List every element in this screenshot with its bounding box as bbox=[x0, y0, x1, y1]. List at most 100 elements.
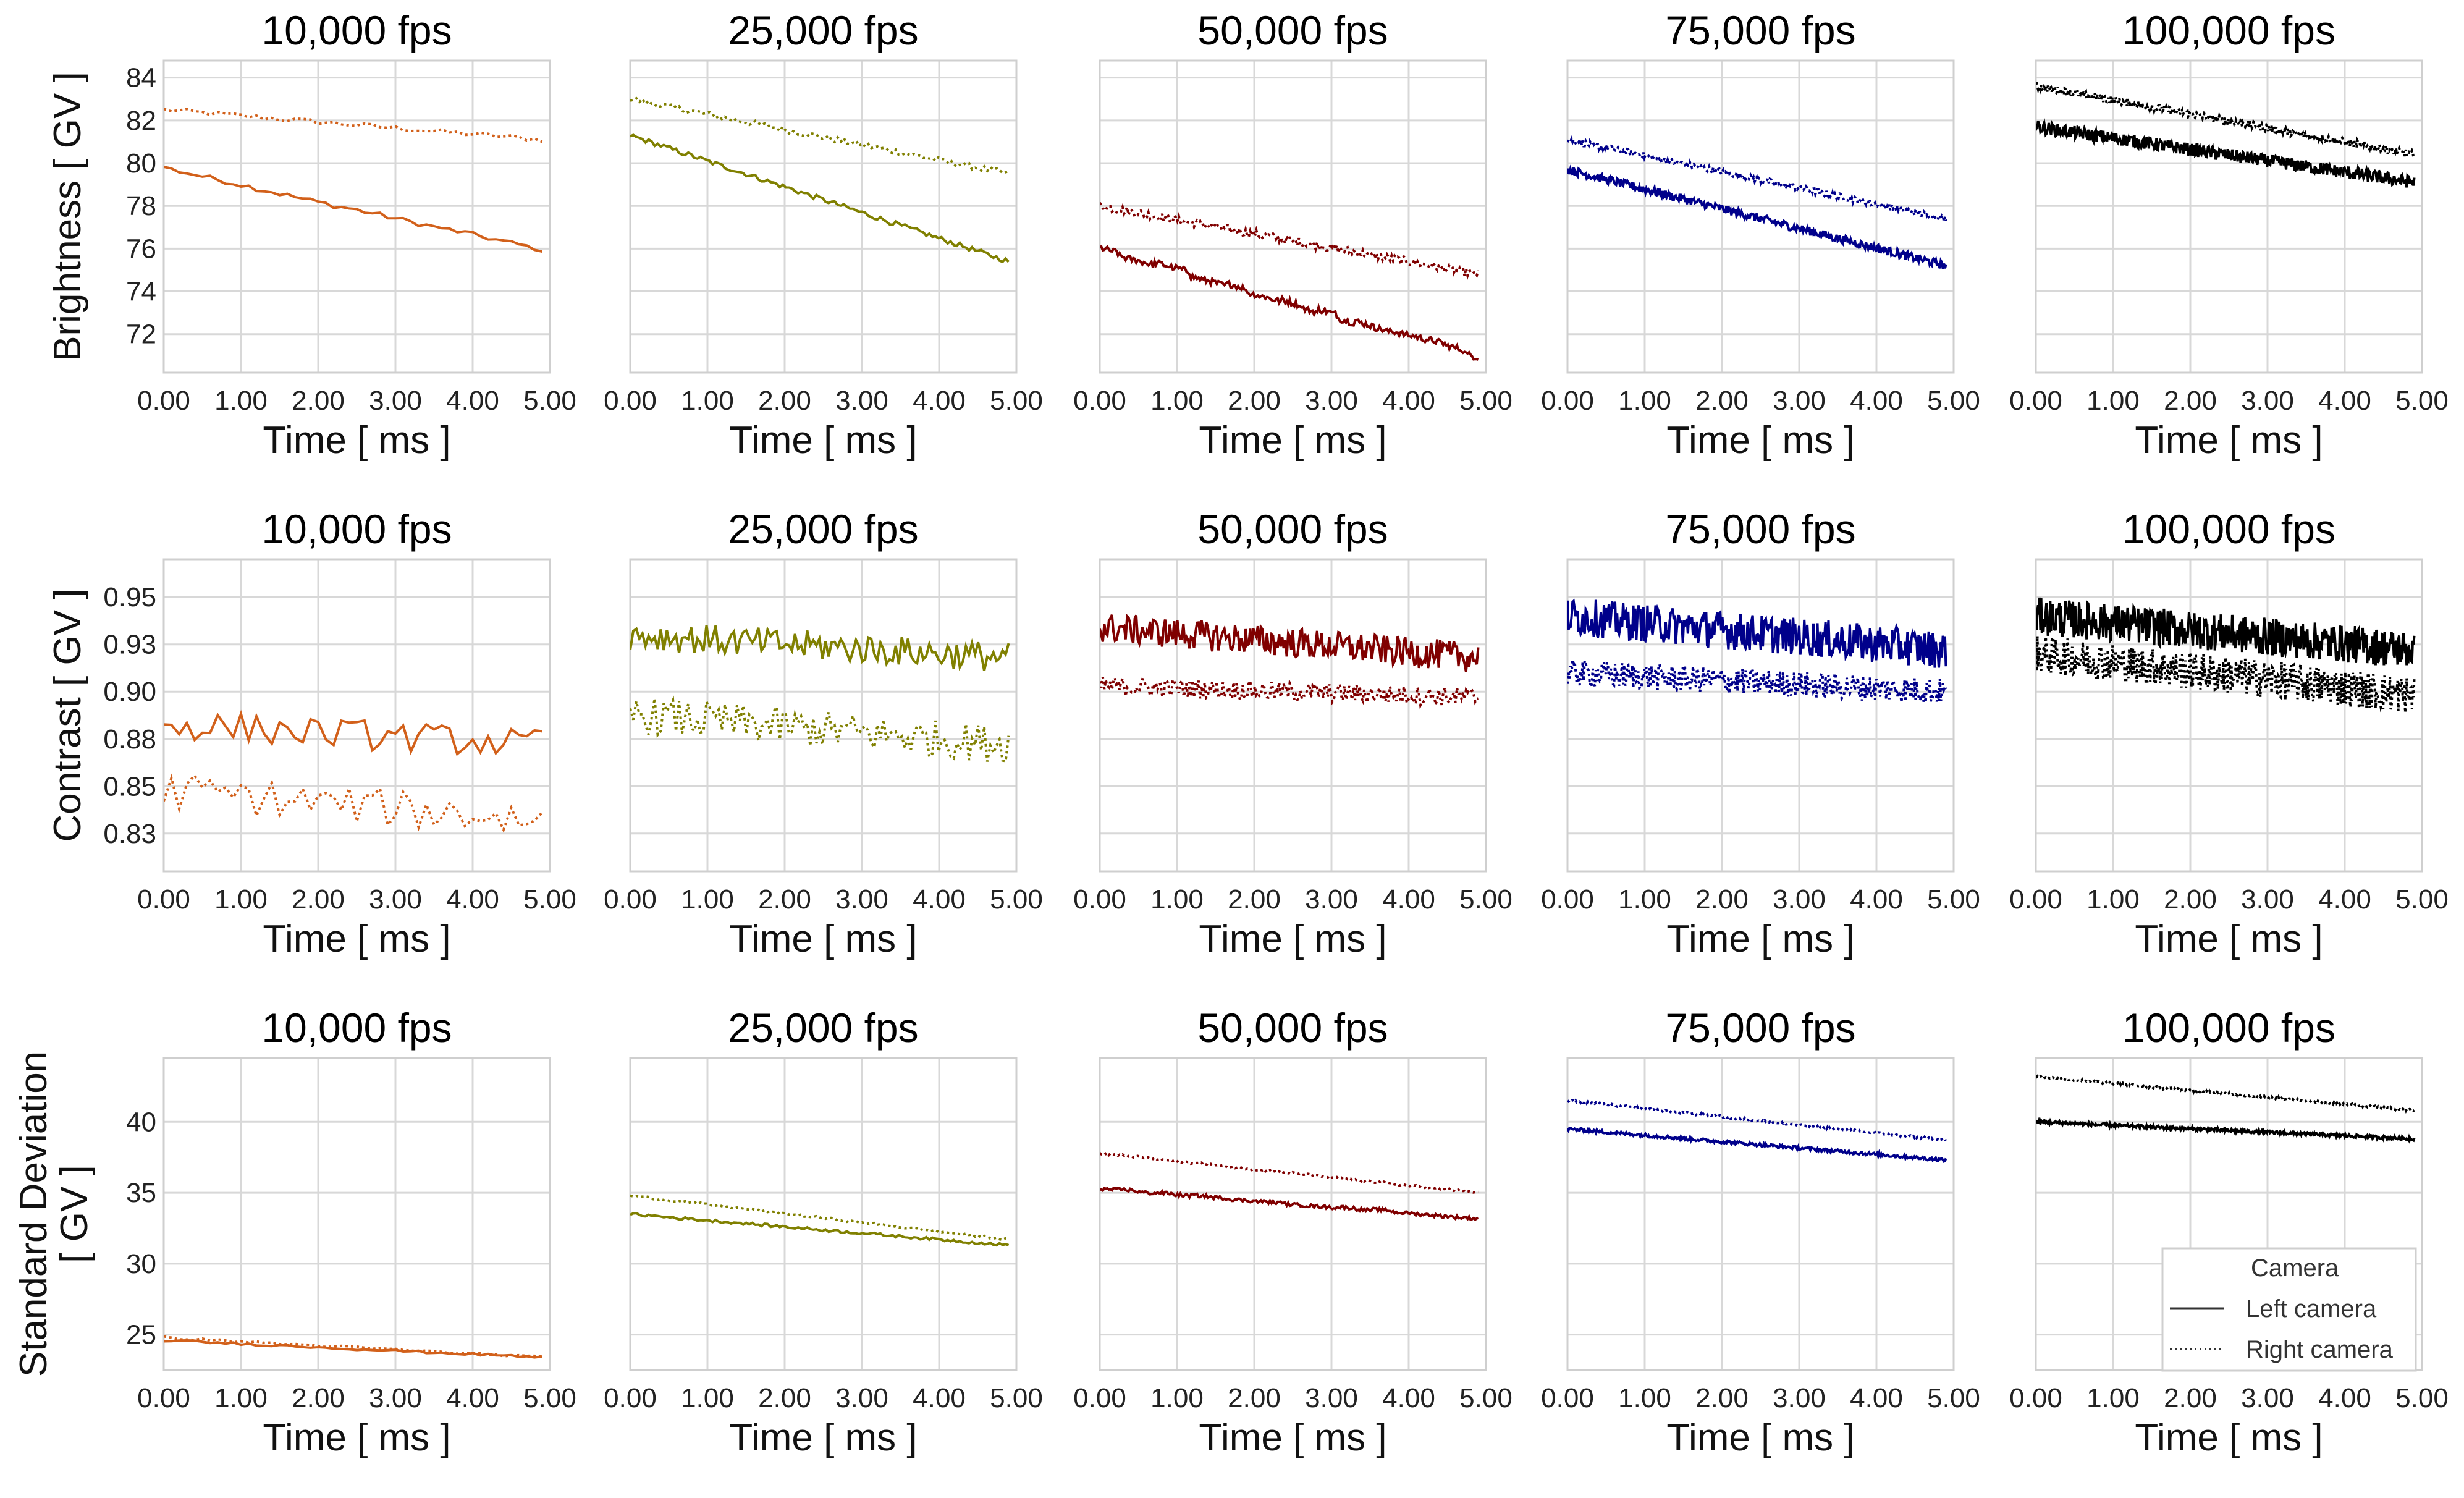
x-tick-label: 4.00 bbox=[913, 1383, 966, 1413]
subplot-r1-c1: 10,000 fps 72 74 76 78 80 82 84 0.00 1.00 2.00 3.00… bbox=[126, 7, 576, 462]
x-tick-label: 0.00 bbox=[1541, 884, 1594, 915]
y-tick-label: 80 bbox=[126, 148, 156, 179]
legend-entry-label: Right camera bbox=[2246, 1336, 2394, 1363]
x-axis-label: Time [ ms ] bbox=[263, 1416, 450, 1459]
left-camera-line bbox=[630, 1212, 1010, 1247]
x-tick-label: 2.00 bbox=[758, 1383, 811, 1413]
left-camera-line bbox=[1100, 1187, 1479, 1222]
x-axis-label: Time [ ms ] bbox=[1666, 419, 1854, 462]
plot-frame bbox=[1566, 558, 1955, 873]
x-tick-label: 3.00 bbox=[835, 386, 888, 416]
y-axis-label: Standard Deviation[ GV ] bbox=[12, 1051, 96, 1377]
x-tick-label: 0.00 bbox=[1541, 1383, 1594, 1413]
y-tick-label: 82 bbox=[126, 106, 156, 136]
x-tick-label: 4.00 bbox=[446, 1383, 499, 1413]
x-tick-label: 5.00 bbox=[2395, 386, 2449, 416]
x-tick-label: 1.00 bbox=[2086, 1383, 2140, 1413]
y-axis-label: Brightness [ GV ] bbox=[46, 72, 89, 362]
x-tick-label: 1.00 bbox=[1150, 1383, 1204, 1413]
x-tick-label: 0.00 bbox=[137, 884, 190, 915]
left-camera-line bbox=[1100, 245, 1479, 361]
legend-box bbox=[2161, 1247, 2417, 1372]
x-tick-label: 0.00 bbox=[137, 386, 190, 416]
plot-frame bbox=[1099, 59, 1487, 374]
x-tick-label: 2.00 bbox=[292, 1383, 345, 1413]
subplot-r3-c4: 75,000 fps 0.00 1.00 2.00 3.00 4.00 5.00 Time [… bbox=[1541, 1005, 1980, 1459]
left-camera-line bbox=[2036, 597, 2416, 666]
left-camera-line bbox=[164, 1339, 542, 1359]
panel-title: 50,000 fps bbox=[1197, 1005, 1388, 1051]
x-tick-label: 4.00 bbox=[1850, 1383, 1903, 1413]
y-tick-label: 0.88 bbox=[103, 724, 156, 755]
x-tick-label: 3.00 bbox=[1773, 884, 1826, 915]
left-camera-line bbox=[1567, 164, 1947, 269]
x-tick-label: 5.00 bbox=[1927, 884, 1980, 915]
x-tick-label: 5.00 bbox=[523, 1383, 576, 1413]
right-camera-line bbox=[1567, 1098, 1947, 1143]
left-camera-line bbox=[2036, 118, 2416, 188]
x-tick-label: 1.00 bbox=[214, 884, 268, 915]
panel-title: 100,000 fps bbox=[2122, 1005, 2335, 1051]
x-tick-label: 3.00 bbox=[2241, 1383, 2294, 1413]
y-tick-label: 0.93 bbox=[103, 630, 156, 660]
x-tick-label: 0.00 bbox=[2009, 386, 2062, 416]
plot-frame bbox=[2035, 59, 2423, 374]
plot-frame bbox=[162, 558, 551, 873]
subplot-r2-c2: 25,000 fps 0.00 1.00 2.00 3.00 4.00 5.00 Time [… bbox=[604, 506, 1043, 960]
x-axis-label: Time [ ms ] bbox=[1199, 419, 1386, 462]
x-tick-label: 5.00 bbox=[523, 884, 576, 915]
plot-frame bbox=[629, 1057, 1018, 1371]
plot-frame bbox=[629, 59, 1018, 374]
x-tick-label: 5.00 bbox=[990, 1383, 1043, 1413]
x-tick-label: 4.00 bbox=[913, 884, 966, 915]
panel-title: 100,000 fps bbox=[2122, 506, 2335, 552]
x-tick-label: 3.00 bbox=[2241, 386, 2294, 416]
x-tick-label: 2.00 bbox=[1695, 884, 1749, 915]
panel-title: 75,000 fps bbox=[1665, 506, 1855, 552]
x-tick-label: 5.00 bbox=[523, 386, 576, 416]
right-camera-line bbox=[164, 773, 543, 834]
x-tick-label: 2.00 bbox=[1228, 884, 1281, 915]
right-camera-line bbox=[2036, 81, 2415, 159]
x-tick-label: 1.00 bbox=[681, 386, 734, 416]
x-tick-label: 3.00 bbox=[1773, 1383, 1826, 1413]
x-tick-label: 4.00 bbox=[1382, 1383, 1435, 1413]
right-camera-line bbox=[1100, 202, 1480, 281]
subplot-r1-c4: 75,000 fps 0.00 1.00 2.00 3.00 4.00 5.00 Time [… bbox=[1541, 7, 1980, 462]
x-axis-label: Time [ ms ] bbox=[1666, 918, 1854, 960]
x-tick-label: 3.00 bbox=[1305, 884, 1358, 915]
panel-title: 50,000 fps bbox=[1197, 7, 1388, 53]
y-tick-label: 0.85 bbox=[103, 771, 156, 802]
y-tick-label: 74 bbox=[126, 277, 156, 307]
panel-title: 10,000 fps bbox=[261, 7, 452, 53]
y-tick-label: 72 bbox=[126, 319, 156, 350]
legend-title: Camera bbox=[2251, 1255, 2339, 1282]
x-tick-label: 2.00 bbox=[1695, 1383, 1749, 1413]
left-camera-line bbox=[630, 133, 1010, 264]
subplot-r3-c5: 100,000 fps 0.00 1.00 2.00 3.00 4.00 5.00 Time … bbox=[2009, 1005, 2449, 1459]
plot-frame bbox=[1099, 558, 1487, 873]
x-axis-label: Time [ ms ] bbox=[263, 918, 450, 960]
x-tick-label: 0.00 bbox=[604, 884, 657, 915]
x-tick-label: 5.00 bbox=[2395, 1383, 2449, 1413]
x-tick-label: 1.00 bbox=[681, 1383, 734, 1413]
x-tick-label: 3.00 bbox=[369, 884, 422, 915]
x-tick-label: 1.00 bbox=[214, 386, 268, 416]
right-camera-line bbox=[630, 695, 1010, 763]
right-camera-line bbox=[1100, 674, 1479, 710]
right-camera-line bbox=[630, 1194, 1009, 1242]
subplot-r2-c4: 75,000 fps 0.00 1.00 2.00 3.00 4.00 5.00 Time [… bbox=[1541, 506, 1980, 960]
x-tick-label: 2.00 bbox=[2164, 884, 2217, 915]
left-camera-line bbox=[1567, 1127, 1947, 1163]
x-tick-label: 5.00 bbox=[1927, 386, 1980, 416]
plot-frame bbox=[162, 59, 551, 374]
x-tick-label: 4.00 bbox=[2318, 386, 2371, 416]
x-tick-label: 3.00 bbox=[369, 1383, 422, 1413]
x-tick-label: 3.00 bbox=[2241, 884, 2294, 915]
x-axis-label: Time [ ms ] bbox=[729, 918, 917, 960]
x-tick-label: 2.00 bbox=[1695, 386, 1749, 416]
x-tick-label: 5.00 bbox=[1927, 1383, 1980, 1413]
y-axis-label: Contrast [ GV ] bbox=[46, 588, 89, 842]
panel-title: 25,000 fps bbox=[728, 1005, 918, 1051]
